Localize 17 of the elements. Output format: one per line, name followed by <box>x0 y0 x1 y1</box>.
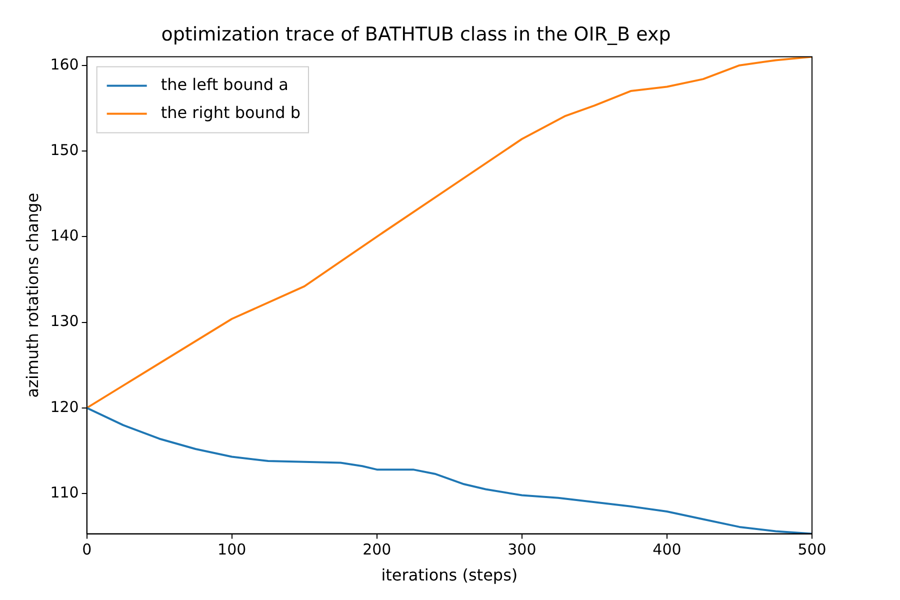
legend-label: the right bound b <box>160 102 300 122</box>
x-tick-label: 400 <box>652 540 682 559</box>
legend-label: the left bound a <box>160 74 288 94</box>
y-tick-label: 140 <box>50 226 79 245</box>
y-tick-label: 150 <box>50 140 79 159</box>
x-tick-label: 500 <box>798 540 826 559</box>
y-tick-label: 160 <box>50 55 79 74</box>
chart-title: optimization trace of BATHTUB class in the OIR_B exp <box>161 23 671 46</box>
y-tick-label: 110 <box>50 483 79 502</box>
x-tick-label: 200 <box>362 540 392 559</box>
x-axis-title: iterations (steps) <box>381 566 518 585</box>
y-tick-label: 120 <box>50 398 79 416</box>
x-tick-label: 0 <box>82 540 92 559</box>
x-tick-label: 100 <box>218 540 246 559</box>
x-tick-label: 300 <box>508 540 536 559</box>
y-axis-title: azimuth rotations change <box>22 192 42 398</box>
y-tick-label: 130 <box>50 312 79 330</box>
